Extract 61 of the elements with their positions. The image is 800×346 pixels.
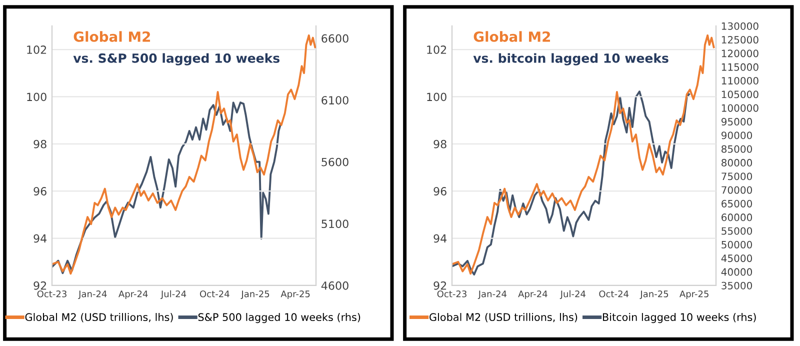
- line-series: [52, 102, 282, 274]
- legend-label: Global M2 (USD trillions, lhs): [430, 312, 578, 322]
- y2-tick-label: 80000: [722, 158, 752, 166]
- y2-tick-label: 50000: [722, 240, 752, 248]
- x-tick-label: Oct-24: [599, 290, 629, 298]
- x-tick-label: Jul-24: [160, 290, 186, 299]
- y2-tick-label: 115000: [722, 63, 758, 71]
- legend-label: Global M2 (USD trillions, lhs): [25, 312, 173, 322]
- x-tick-label: Apr-25: [680, 290, 708, 300]
- y-tick-label: 96: [34, 187, 46, 196]
- y-tick-label: 100: [27, 92, 46, 102]
- y2-tick-label: 4600: [321, 281, 348, 290]
- x-tick-label: Apr-24: [118, 290, 148, 300]
- y-tick-label: 94: [434, 234, 447, 243]
- y2-tick-label: 35000: [722, 282, 752, 290]
- y2-tick-label: 120000: [722, 50, 758, 58]
- x-tick-label: Jan-25: [240, 290, 270, 299]
- y2-tick-label: 75000: [722, 172, 752, 180]
- y2-tick-label: 65000: [722, 200, 752, 208]
- y-tick-label: 92: [34, 281, 46, 290]
- x-tick-label: Oct-23: [37, 290, 66, 298]
- x-tick-label: Apr-24: [518, 290, 548, 300]
- text: vs. bitcoin lagged 10 weeks: [473, 53, 668, 66]
- y-tick-label: 94: [34, 234, 47, 243]
- y2-tick-label: 6600: [322, 34, 348, 43]
- y2-tick-label: 70000: [722, 186, 752, 194]
- legend-label: Bitcoin lagged 10 weeks (rhs): [602, 312, 756, 324]
- y2-tick-label: 60000: [722, 214, 752, 222]
- line-series: [452, 90, 690, 276]
- y2-tick-label: 40000: [721, 268, 752, 276]
- y2-tick-label: 95000: [721, 118, 752, 126]
- y2-tick-label: 105000: [722, 90, 758, 98]
- y2-tick-label: 100000: [722, 104, 758, 112]
- y-tick-label: 100: [427, 92, 446, 102]
- x-tick-label: Jan-25: [640, 290, 668, 299]
- y2-tick-label: 45000: [721, 254, 752, 262]
- y2-tick-label: 125000: [722, 36, 758, 44]
- text: vs. S&P 500 lagged 10 weeks: [73, 53, 280, 66]
- y2-tick-label: 6100: [322, 96, 348, 104]
- y-tick-label: 96: [434, 187, 446, 196]
- chart-title: Global M2: [74, 31, 150, 42]
- y-tick-label: 98: [434, 140, 446, 148]
- legend-label: S&P 500 lagged 10 weeks (rhs): [198, 312, 360, 324]
- y2-tick-label: 130000: [722, 22, 758, 30]
- y2-tick-label: 55000: [722, 227, 752, 235]
- y-tick-label: 102: [427, 46, 446, 54]
- y2-tick-label: 85000: [722, 145, 752, 153]
- x-tick-label: Oct-23: [437, 290, 466, 298]
- x-tick-label: Jan-24: [78, 290, 107, 299]
- x-tick-label: Jan-24: [478, 290, 507, 299]
- x-tick-label: Oct-24: [200, 290, 230, 298]
- y2-tick-label: 5600: [322, 158, 348, 166]
- y2-tick-label: 90000: [721, 132, 752, 140]
- y2-tick-label: 5100: [322, 220, 348, 228]
- x-tick-label: Apr-25: [280, 290, 310, 300]
- y2-tick-label: 110000: [722, 76, 758, 85]
- y-tick-label: 102: [27, 46, 46, 54]
- chart-title: Global M2: [474, 31, 550, 42]
- y-tick-label: 92: [434, 281, 446, 290]
- x-tick-label: Jul-24: [560, 290, 586, 299]
- y-tick-label: 98: [34, 140, 46, 148]
